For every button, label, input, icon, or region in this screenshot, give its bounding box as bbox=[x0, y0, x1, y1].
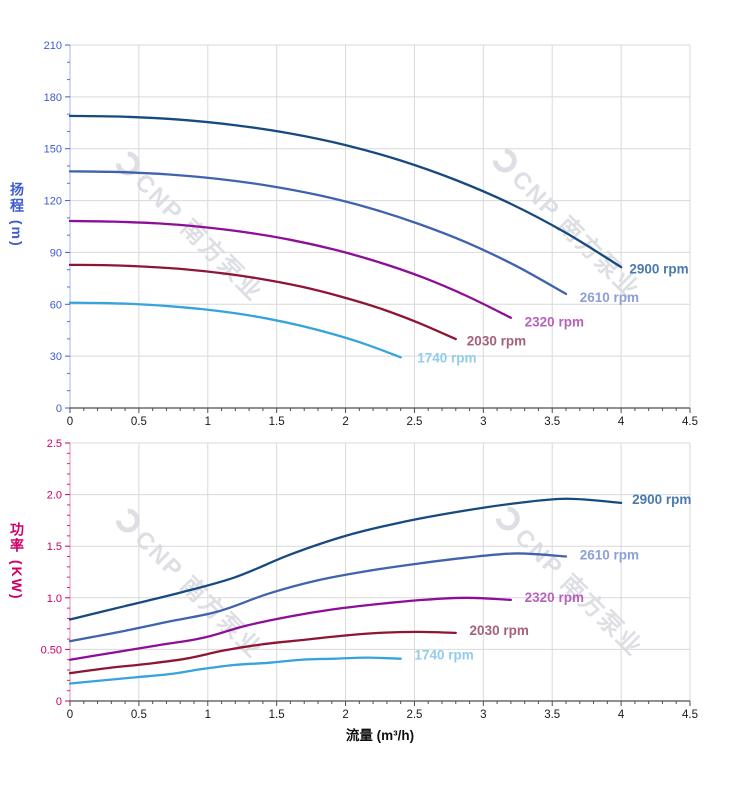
y-tick-label: 60 bbox=[50, 299, 62, 311]
x-tick-label: 4 bbox=[618, 709, 625, 721]
x-tick-label: 0 bbox=[67, 709, 73, 721]
curve-2610-rpm bbox=[68, 170, 568, 296]
curve-2320-rpm bbox=[68, 596, 513, 661]
x-tick-label: 2.5 bbox=[406, 416, 422, 428]
y-tick-label: 90 bbox=[50, 247, 62, 259]
curve-2320-rpm bbox=[68, 219, 513, 319]
curve-label-2030-rpm: 2030 rpm bbox=[470, 623, 529, 638]
y-tick-label: 150 bbox=[44, 144, 62, 156]
curve-label-2320-rpm: 2320 rpm bbox=[525, 590, 584, 605]
curve-label-2610-rpm: 2610 rpm bbox=[580, 547, 639, 562]
x-tick-label: 3 bbox=[480, 709, 486, 721]
curve-2030-rpm bbox=[68, 263, 457, 341]
curve-label-2320-rpm: 2320 rpm bbox=[525, 314, 584, 329]
y-tick-label: 2.5 bbox=[47, 438, 62, 450]
curve-2030-rpm bbox=[68, 630, 457, 675]
y-tick-label: 1.5 bbox=[47, 541, 62, 553]
x-tick-label: 3.5 bbox=[544, 416, 560, 428]
x-tick-label: 1.5 bbox=[269, 416, 285, 428]
curve-label-2610-rpm: 2610 rpm bbox=[580, 290, 639, 305]
x-tick-label: 1.5 bbox=[269, 709, 285, 721]
y-tick-label: 2.0 bbox=[47, 490, 62, 502]
y-tick-label: 0 bbox=[56, 403, 62, 415]
x-tick-label: 1 bbox=[205, 709, 211, 721]
curve-2900-rpm bbox=[68, 114, 623, 269]
curve-1740-rpm bbox=[68, 656, 402, 685]
x-tick-label: 3 bbox=[480, 416, 486, 428]
curve-label-2030-rpm: 2030 rpm bbox=[467, 333, 526, 348]
y-tick-label: 210 bbox=[44, 40, 62, 52]
curve-label-2900-rpm: 2900 rpm bbox=[629, 262, 688, 277]
flow-axis-title: 流量 (m³/h) bbox=[345, 728, 415, 743]
curve-2610-rpm bbox=[68, 552, 568, 643]
x-tick-label: 1 bbox=[205, 416, 211, 428]
curve-label-1740-rpm: 1740 rpm bbox=[414, 648, 473, 663]
head-curve-chart: 0 0.5 1 1.5 2 2.5 3 3.5 4 4.5 0 30 60 90 120 150 180 210 2… bbox=[44, 40, 698, 428]
x-tick-label: 2.5 bbox=[406, 709, 422, 721]
curve-label-2900-rpm: 2900 rpm bbox=[632, 492, 691, 507]
y-tick-label: 0 bbox=[56, 696, 62, 708]
y-tick-label: 30 bbox=[50, 351, 62, 363]
power-curve-chart-axes: 0 0.5 1 1.5 2 2.5 3 3.5 4 4.5 0 0.50 1.0 1.5 2.0 2.5 bbox=[41, 438, 698, 721]
curve-1740-rpm bbox=[68, 301, 402, 359]
head-curve-chart-grid bbox=[70, 44, 691, 408]
x-tick-label: 4 bbox=[618, 416, 625, 428]
x-tick-label: 0.5 bbox=[131, 709, 147, 721]
power-curve-chart: 0 0.5 1 1.5 2 2.5 3 3.5 4 4.5 0 0.50 1.0 1.5 2.0 2.5 290… bbox=[41, 438, 698, 721]
x-tick-label: 4.5 bbox=[682, 709, 698, 721]
head-curve-chart-axes: 0 0.5 1 1.5 2 2.5 3 3.5 4 4.5 0 30 60 90 120 150 180 210 bbox=[44, 40, 698, 428]
y-tick-label: 1.0 bbox=[47, 593, 62, 605]
y-tick-label: 0.50 bbox=[41, 644, 62, 656]
y-tick-label: 120 bbox=[44, 196, 62, 208]
curve-2900-rpm bbox=[68, 497, 623, 621]
power-axis-title: 功率 (KW) bbox=[9, 522, 25, 601]
curve-label-1740-rpm: 1740 rpm bbox=[417, 351, 476, 366]
x-tick-label: 2 bbox=[342, 709, 348, 721]
x-tick-label: 3.5 bbox=[544, 709, 560, 721]
x-tick-label: 4.5 bbox=[682, 416, 698, 428]
y-tick-label: 180 bbox=[44, 92, 62, 104]
x-tick-label: 2 bbox=[342, 416, 348, 428]
x-tick-label: 0 bbox=[67, 416, 73, 428]
x-tick-label: 0.5 bbox=[131, 416, 147, 428]
head-axis-title: 扬程 (m) bbox=[9, 182, 25, 248]
